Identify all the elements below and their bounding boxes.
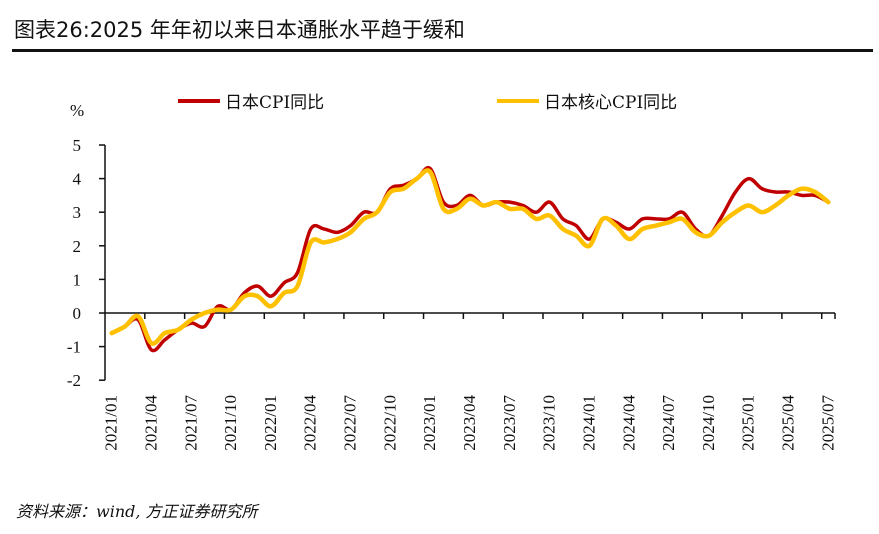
x-tick-label: 2025/07 (818, 395, 837, 451)
y-tick-label: -1 (67, 338, 81, 357)
x-tick-label: 2024/04 (619, 395, 638, 451)
x-tick-label: 2022/04 (301, 395, 320, 451)
y-tick-label: -2 (67, 371, 81, 390)
x-tick-label: 2021/10 (221, 395, 240, 451)
x-tick-label: 2024/01 (579, 395, 598, 451)
x-tick-label: 2024/07 (659, 395, 678, 451)
x-tick-label: 2022/01 (261, 395, 280, 451)
y-tick-label: 4 (73, 170, 82, 189)
x-tick-label: 2023/01 (420, 395, 439, 451)
y-tick-label: 1 (73, 270, 82, 289)
x-tick-label: 2023/07 (500, 395, 519, 451)
chart-title: 图表26:2025 年年初以来日本通胀水平趋于缓和 (14, 18, 465, 42)
series-line-core-cpi (109, 168, 831, 346)
legend-label: 日本CPI同比 (225, 93, 324, 113)
x-tick-label: 2021/01 (102, 395, 121, 451)
series-line-cpi (109, 165, 831, 353)
x-tick-label: 2022/10 (380, 395, 399, 451)
x-tick-label: 2024/10 (699, 395, 718, 451)
y-tick-label: 2 (73, 237, 82, 256)
x-tick-label: 2021/04 (141, 395, 160, 451)
y-tick-label: 5 (73, 136, 82, 155)
x-tick-label: 2023/10 (540, 395, 559, 451)
title-divider (12, 49, 873, 52)
legend-label: 日本核心CPI同比 (544, 93, 677, 113)
x-tick-label: 2023/04 (460, 395, 479, 451)
x-tick-label: 2022/07 (341, 395, 360, 451)
y-axis-unit: % (70, 101, 84, 120)
y-tick-label: 0 (73, 304, 82, 323)
x-tick-label: 2025/01 (739, 395, 758, 451)
x-tick-label: 2025/04 (779, 395, 798, 451)
y-tick-label: 3 (73, 203, 82, 222)
source-note: 资料来源：wind, 方正证券研究所 (16, 502, 258, 521)
x-tick-label: 2021/07 (181, 395, 200, 451)
